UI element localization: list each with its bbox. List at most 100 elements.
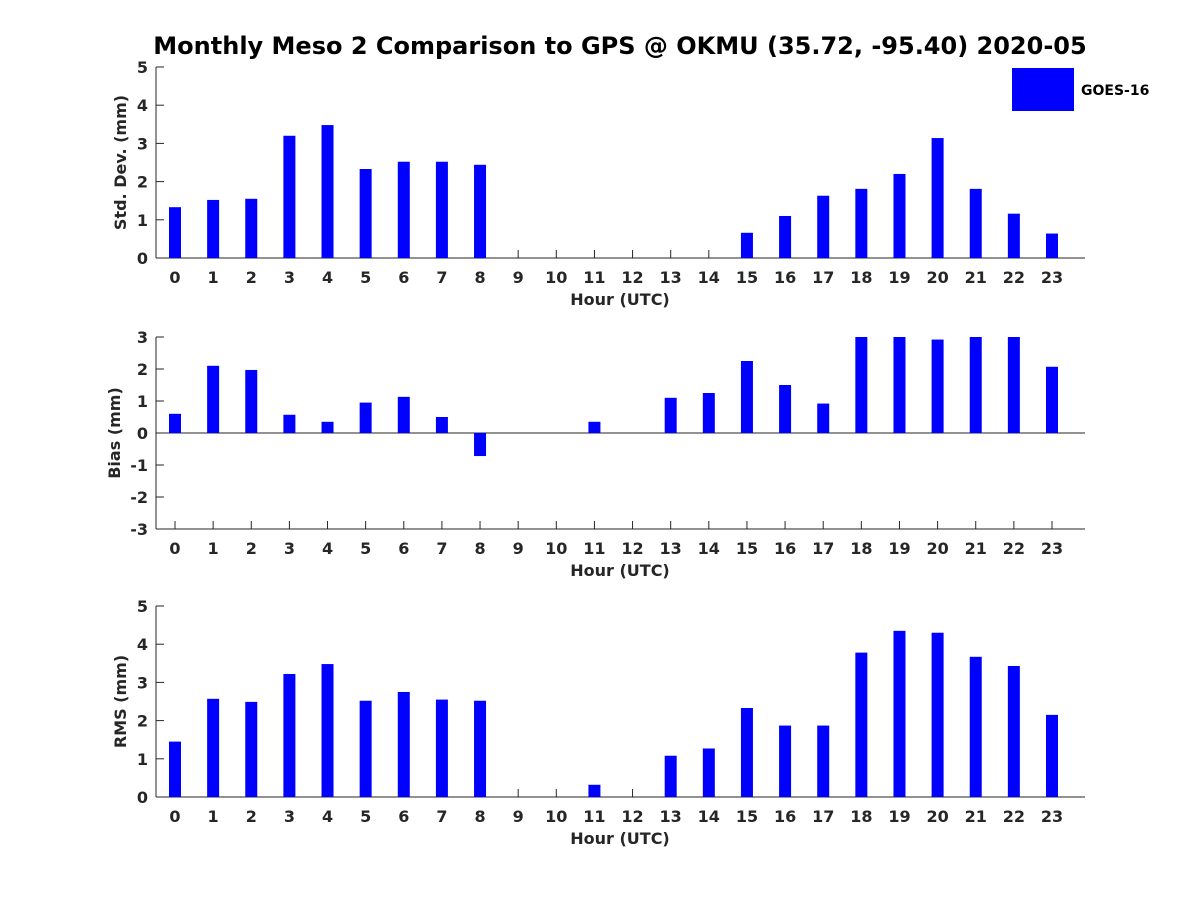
bar-hour-15 [740,361,753,433]
x-tick-label: 18 [850,539,872,558]
x-tick-label: 11 [583,268,605,287]
x-tick-label: 17 [812,539,834,558]
legend-swatch-goes-16 [1012,68,1074,111]
bar-hour-21 [969,188,982,258]
x-tick-label: 7 [436,268,447,287]
bar-hour-5 [359,402,372,433]
x-tick-label: 6 [398,268,409,287]
x-tick-label: 6 [398,539,409,558]
x-tick-label: 22 [1003,268,1025,287]
bar-hour-5 [359,700,372,797]
bar-hour-19 [893,173,906,258]
bar-hour-20 [931,339,944,433]
x-tick-label: 1 [208,268,219,287]
bar-hour-4 [321,125,334,259]
x-tick-label: 15 [736,807,758,826]
chart-title: Monthly Meso 2 Comparison to GPS @ OKMU … [153,32,1086,60]
bar-hour-1 [207,199,220,258]
bar-hour-21 [969,337,982,433]
bar-hour-2 [245,701,258,797]
x-tick-label: 0 [169,807,180,826]
y-tick-label: -3 [130,520,148,539]
x-tick-label: 19 [888,539,910,558]
bar-hour-6 [397,161,410,258]
x-tick-label: 7 [436,539,447,558]
bar-hour-6 [397,396,410,433]
bar-hour-18 [855,337,868,433]
bar-hour-19 [893,630,906,797]
x-tick-label: 5 [360,807,371,826]
x-tick-label: 4 [322,268,333,287]
x-tick-label: 7 [436,807,447,826]
bar-hour-13 [664,755,677,797]
x-tick-label: 10 [545,268,567,287]
x-tick-label: 5 [360,268,371,287]
bar-hour-15 [740,232,753,258]
x-axis-label: Hour (UTC) [570,561,670,580]
y-tick-label: 3 [137,673,148,692]
x-tick-label: 3 [284,807,295,826]
bar-hour-3 [283,414,296,433]
bar-hour-1 [207,698,220,797]
bar-hour-2 [245,198,258,258]
x-tick-label: 9 [513,807,524,826]
y-tick-label: 0 [137,249,148,268]
y-tick-label: 0 [137,788,148,807]
y-tick-label: 4 [137,96,148,115]
legend-label-goes-16: GOES-16 [1081,83,1149,99]
x-tick-label: 16 [774,268,796,287]
bar-hour-15 [740,707,753,797]
bar-hour-7 [435,699,448,797]
x-tick-label: 3 [284,268,295,287]
y-axis-label: Std. Dev. (mm) [111,95,130,230]
x-tick-label: 20 [926,268,948,287]
bar-hour-16 [779,385,792,433]
bar-hour-17 [817,195,830,258]
bar-hour-20 [931,632,944,797]
x-tick-label: 16 [774,807,796,826]
bar-hour-5 [359,168,372,258]
bar-hour-23 [1045,714,1058,797]
y-tick-label: 5 [137,597,148,616]
x-tick-label: 14 [698,807,720,826]
x-tick-label: 4 [322,539,333,558]
legend: GOES-16 [1012,68,1149,111]
bar-hour-22 [1007,213,1020,258]
bar-hour-8 [474,164,487,258]
bar-hour-16 [779,215,792,258]
y-tick-label: -1 [130,456,148,475]
x-tick-label: 15 [736,268,758,287]
bar-hour-14 [702,748,715,797]
y-tick-label: 3 [137,134,148,153]
bar-hour-7 [435,417,448,433]
y-tick-label: 3 [137,328,148,347]
y-tick-label: 0 [137,424,148,443]
bar-hour-0 [169,207,181,258]
bar-hour-22 [1007,665,1020,797]
x-tick-label: 8 [474,268,485,287]
x-tick-label: 5 [360,539,371,558]
x-tick-label: 13 [660,268,682,287]
bar-hour-17 [817,725,830,797]
bar-hour-8 [474,700,487,797]
bar-hour-6 [397,691,410,797]
x-tick-label: 21 [965,268,987,287]
y-tick-label: 4 [137,635,148,654]
x-axis-label: Hour (UTC) [570,290,670,309]
x-tick-label: 14 [698,268,720,287]
x-tick-label: 2 [246,268,257,287]
x-tick-label: 12 [621,807,643,826]
bar-hour-19 [893,337,906,433]
bar-hour-0 [169,741,181,797]
x-axis-label: Hour (UTC) [570,829,670,848]
bar-hour-3 [283,135,296,258]
x-tick-label: 8 [474,807,485,826]
x-tick-label: 2 [246,807,257,826]
bar-hour-4 [321,664,334,797]
x-tick-label: 23 [1041,539,1063,558]
x-tick-label: 0 [169,539,180,558]
